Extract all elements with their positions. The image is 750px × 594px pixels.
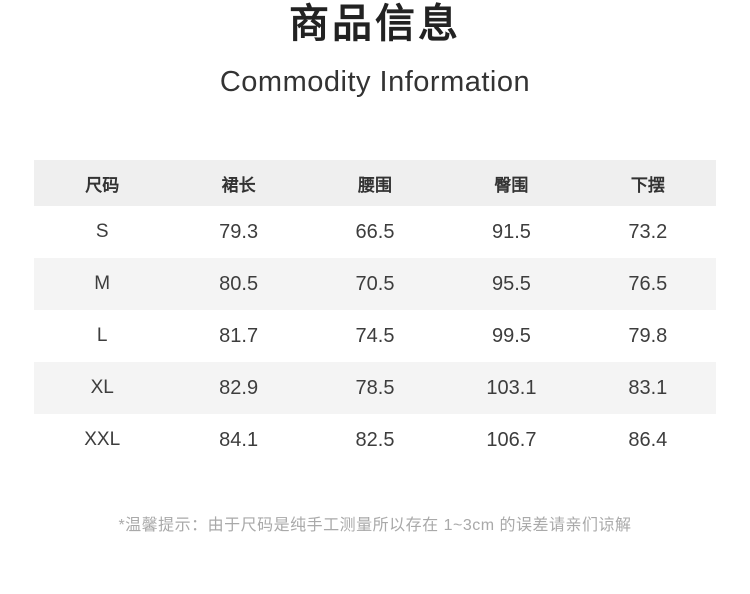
page-subtitle: Commodity Information — [219, 66, 531, 98]
column-header-size: 尺码 — [85, 175, 120, 195]
table-cell-skirt-length: 82.9 — [219, 376, 259, 399]
table-cell-waist: 74.5 — [355, 324, 395, 347]
table-cell-skirt-length: 81.7 — [219, 324, 259, 347]
table-cell-hip: 106.7 — [486, 428, 537, 451]
table-cell-size: XXL — [84, 429, 121, 450]
page-title: 商品信息 — [289, 2, 461, 46]
table-cell-hem: 86.4 — [628, 428, 668, 451]
measurement-disclaimer-note: *温馨提示：由于尺码是纯手工测量所以存在 1~3cm 的误差请亲们谅解 — [118, 517, 632, 534]
table-cell-skirt-length: 84.1 — [219, 428, 259, 451]
table-cell-size: M — [94, 273, 111, 294]
table-cell-hem: 83.1 — [628, 376, 668, 399]
table-cell-hem: 79.8 — [628, 324, 668, 347]
table-row-l: L 81.7 74.5 99.5 79.8 — [34, 310, 716, 362]
table-cell-size: XL — [90, 377, 114, 398]
table-header-row: 尺码 裙长 腰围 臀围 下摆 — [34, 160, 716, 206]
table-row-xl: XL 82.9 78.5 103.1 83.1 — [34, 362, 716, 414]
column-header-hip: 臀围 — [494, 175, 529, 195]
table-cell-hem: 73.2 — [628, 220, 668, 243]
table-cell-hip: 103.1 — [486, 376, 537, 399]
table-cell-size: L — [96, 325, 108, 346]
table-cell-waist: 70.5 — [355, 272, 395, 295]
table-cell-waist: 66.5 — [355, 220, 395, 243]
table-cell-hip: 91.5 — [491, 220, 531, 243]
table-cell-skirt-length: 79.3 — [219, 220, 259, 243]
section-header: 商品信息 Commodity Information — [0, 0, 750, 100]
table-row-s: S 79.3 66.5 91.5 73.2 — [34, 206, 716, 258]
table-cell-skirt-length: 80.5 — [219, 272, 259, 295]
table-row-xxl: XXL 84.1 82.5 106.7 86.4 — [34, 414, 716, 466]
size-chart-table: 尺码 裙长 腰围 臀围 下摆 S 79.3 66.5 91.5 73.2 M 8… — [34, 160, 716, 466]
table-cell-waist: 78.5 — [355, 376, 395, 399]
table-cell-hip: 99.5 — [491, 324, 531, 347]
column-header-waist: 腰围 — [358, 175, 393, 195]
table-cell-waist: 82.5 — [355, 428, 395, 451]
table-cell-hem: 76.5 — [628, 272, 668, 295]
column-header-skirt-length: 裙长 — [221, 175, 256, 195]
table-row-m: M 80.5 70.5 95.5 76.5 — [34, 258, 716, 310]
column-header-hem: 下摆 — [630, 175, 665, 195]
table-cell-size: S — [95, 221, 109, 242]
table-cell-hip: 95.5 — [491, 272, 531, 295]
